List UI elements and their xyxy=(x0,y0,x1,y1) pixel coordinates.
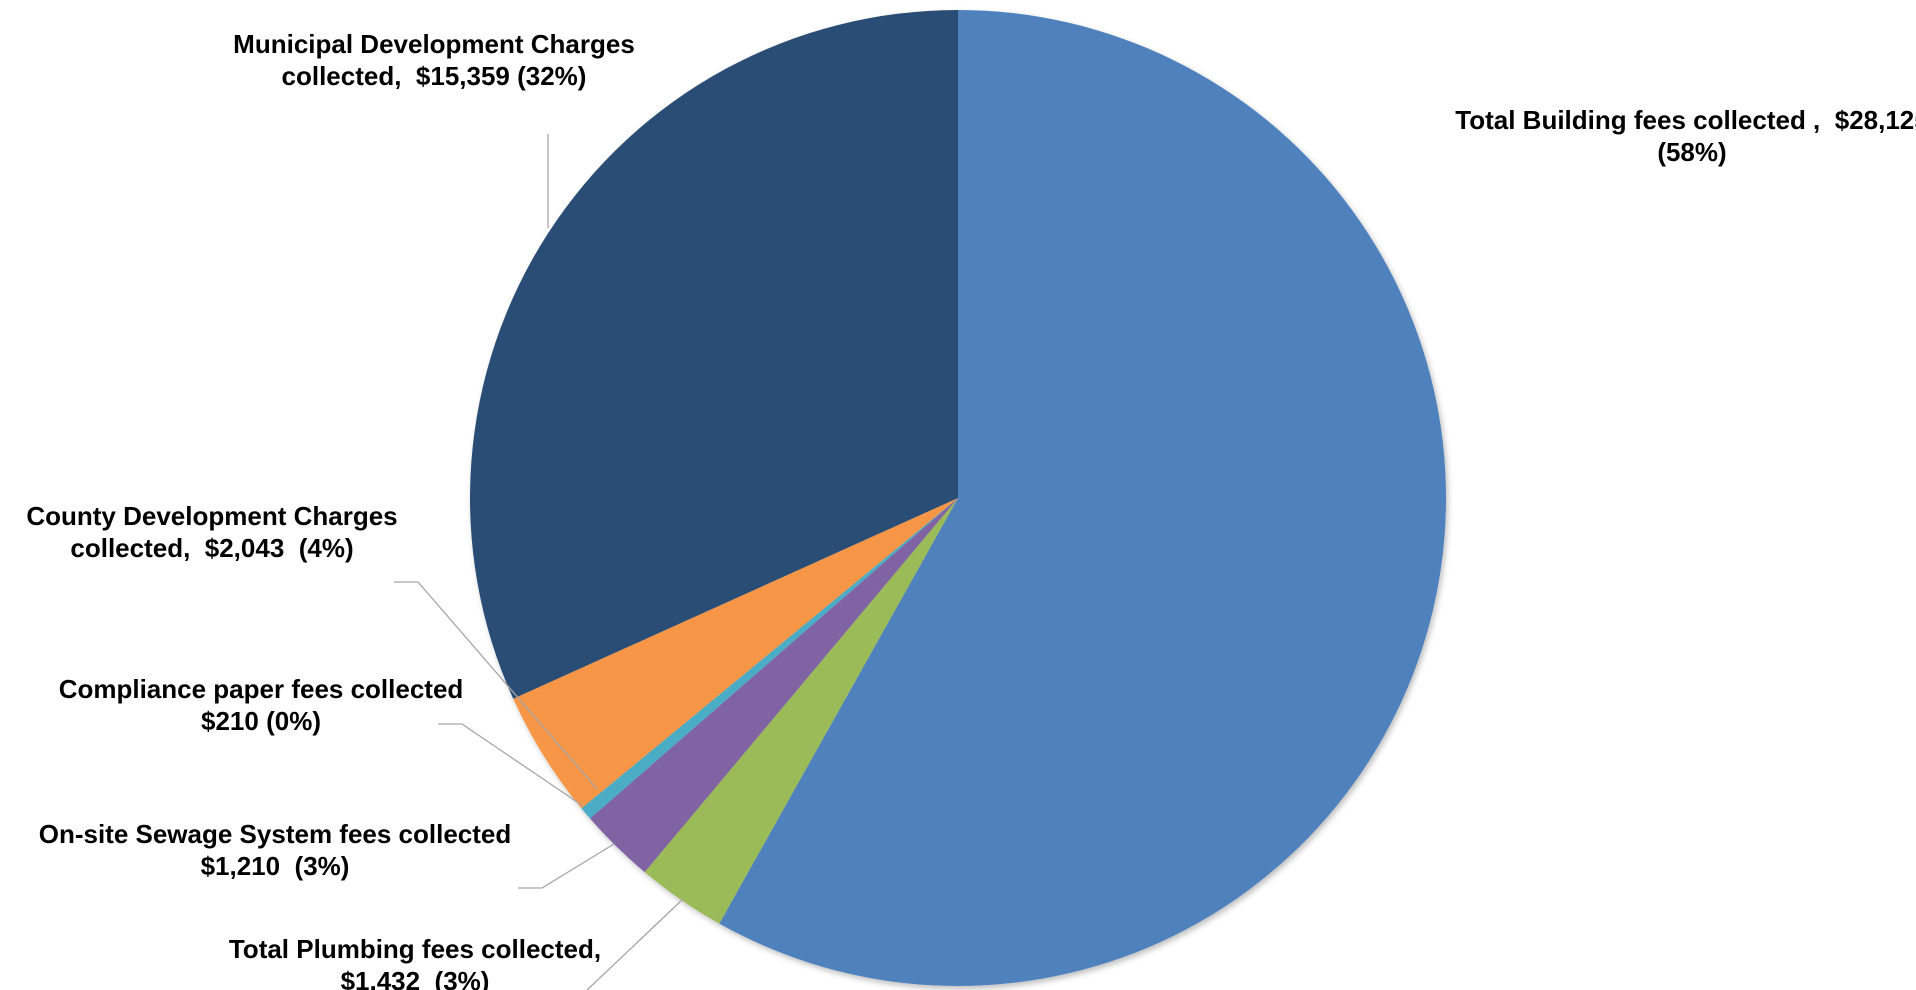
slice-labels: Total Building fees collected , $28,125(… xyxy=(26,29,1916,990)
data-label-plumbing-line-1: Total Plumbing fees collected, xyxy=(229,934,601,964)
data-label-sewage: On-site Sewage System fees collected $1,2… xyxy=(39,819,512,881)
pie-slice-plumbing xyxy=(644,498,958,924)
leader-line-compliance xyxy=(438,723,584,807)
leader-line-sewage xyxy=(518,843,615,889)
data-label-municipal-line-1: Municipal Development Charges xyxy=(233,29,635,59)
data-label-building-line-2: (58%) xyxy=(1657,137,1726,167)
data-label-municipal: Municipal Development Charges collected, … xyxy=(233,29,635,91)
leader-lines xyxy=(394,134,684,990)
data-label-sewage-line-1: On-site Sewage System fees collected xyxy=(39,819,512,849)
pie-slice-compliance xyxy=(581,498,958,819)
pie-slices xyxy=(470,10,1447,987)
data-label-compliance-line-1: Compliance paper fees collected xyxy=(59,674,464,704)
data-label-building-line-1: Total Building fees collected , $28,125 xyxy=(1455,105,1916,135)
data-label-compliance: Compliance paper fees collected $210 (0%) xyxy=(59,674,464,736)
data-label-plumbing-line-2: $1,432 (3%) xyxy=(341,966,490,990)
data-label-county-line-2: collected, $2,043 (4%) xyxy=(70,533,353,563)
pie-slice-county xyxy=(513,498,958,809)
data-label-county-line-1: County Development Charges xyxy=(26,501,397,531)
pie-slice-sewage xyxy=(590,498,958,873)
data-label-compliance-line-2: $210 (0%) xyxy=(201,706,321,736)
data-label-building: Total Building fees collected , $28,125(… xyxy=(1455,105,1916,167)
data-label-sewage-line-2: $1,210 (3%) xyxy=(201,851,350,881)
data-label-county: County Development Charges collected, $2,… xyxy=(26,501,397,563)
leader-line-county xyxy=(394,581,598,790)
data-label-plumbing: Total Plumbing fees collected, $1,432 (3%… xyxy=(229,934,601,990)
data-label-municipal-line-2: collected, $15,359 (32%) xyxy=(282,61,587,91)
pie-slice-building xyxy=(719,10,1447,987)
leader-line-plumbing xyxy=(586,898,684,990)
pie-slice-municipal xyxy=(470,10,958,699)
